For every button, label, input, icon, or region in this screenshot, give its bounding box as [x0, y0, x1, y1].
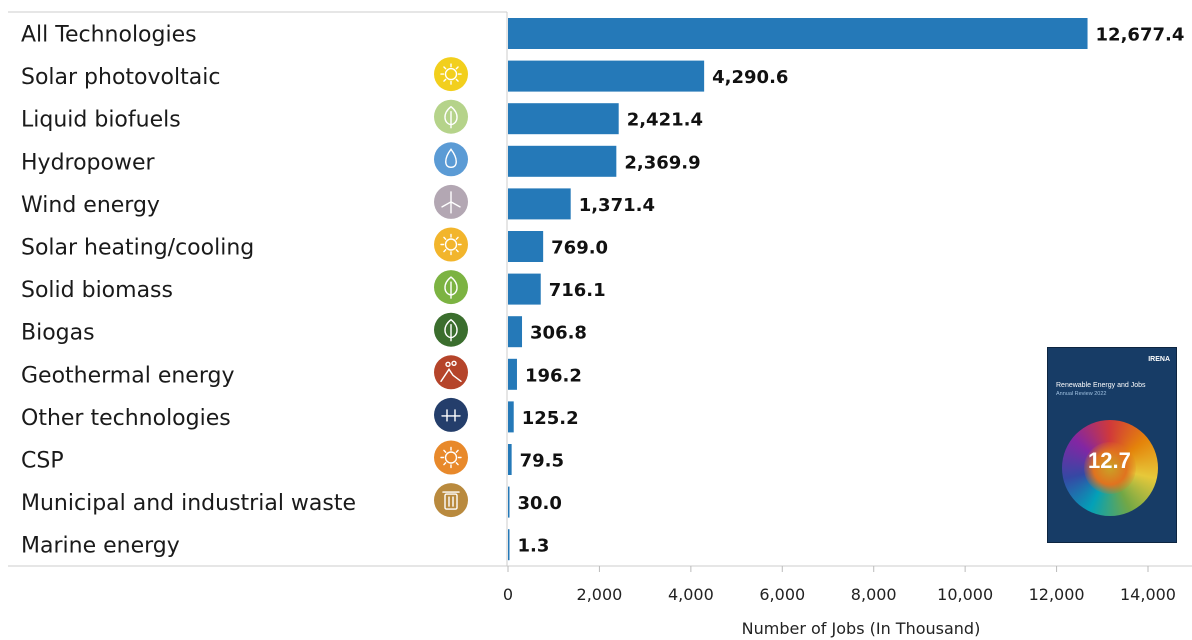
category-label: Hydropower — [21, 150, 156, 175]
bars — [508, 18, 1088, 561]
x-tick-label: 8,000 — [851, 585, 897, 604]
category-label: Solid biomass — [21, 278, 173, 303]
category-label: All Technologies — [21, 23, 197, 48]
sun-icon — [434, 227, 468, 262]
value-label: 2,421.4 — [627, 110, 703, 131]
bar — [508, 444, 512, 475]
leaf-icon — [434, 99, 468, 134]
value-label: 2,369.9 — [624, 152, 700, 173]
bar — [508, 486, 510, 518]
cover-headline: 12.7 — [1088, 448, 1131, 473]
x-tick-label: 4,000 — [668, 585, 714, 604]
category-label: Municipal and industrial waste — [21, 491, 356, 516]
value-label: 1,371.4 — [579, 195, 655, 216]
category-label: Solar heating/cooling — [21, 236, 254, 261]
value-label: 30.0 — [518, 493, 562, 514]
category-label: Marine energy — [21, 534, 180, 559]
x-tick-label: 10,000 — [937, 585, 993, 604]
category-icons — [434, 57, 468, 518]
category-label: Solar photovoltaic — [21, 65, 220, 90]
value-label: 769.0 — [551, 238, 608, 259]
other-tech-icon — [434, 397, 468, 432]
bar — [508, 103, 619, 135]
report-cover-image: IRENA Renewable Energy and Jobs Annual R… — [1047, 347, 1177, 543]
category-label: Other technologies — [21, 406, 231, 431]
sun-icon — [434, 57, 468, 92]
value-label: 79.5 — [520, 451, 564, 472]
bar — [508, 145, 617, 177]
category-labels: All Technologies Solar photovoltaic Liquid… — [21, 23, 356, 559]
bar — [508, 401, 514, 433]
category-label: Geothermal energy — [21, 363, 234, 388]
x-tick-label: 12,000 — [1029, 585, 1085, 604]
cover-title: Renewable Energy and Jobs — [1056, 382, 1146, 389]
value-label: 196.2 — [525, 365, 582, 386]
value-labels: 12,677.4 4,290.6 2,421.4 2,369.9 1,371.4 769.… — [518, 25, 1185, 557]
category-label: CSP — [21, 449, 64, 474]
value-label: 1.3 — [518, 536, 550, 557]
value-label: 4,290.6 — [712, 67, 788, 88]
bar — [508, 60, 705, 92]
x-axis-ticks: 0 2,000 4,000 6,000 8,000 10,000 12,000 14,000 — [503, 566, 1176, 604]
bar — [508, 529, 510, 561]
x-tick-label: 14,000 — [1120, 585, 1176, 604]
x-axis-title: Number of Jobs (In Thousand) — [742, 619, 981, 638]
waste-bin-icon — [434, 483, 468, 518]
bar — [508, 231, 544, 262]
leaf-icon — [434, 270, 468, 305]
bar — [508, 18, 1088, 49]
wind-turbine-icon — [434, 184, 468, 219]
value-label: 125.2 — [522, 408, 579, 429]
category-label: Wind energy — [21, 193, 160, 218]
leaf-icon — [434, 312, 468, 347]
cover-subtitle: Annual Review 2022 — [1056, 391, 1107, 397]
geothermal-icon — [434, 355, 468, 390]
value-label: 716.1 — [549, 280, 606, 301]
bar — [508, 358, 517, 390]
water-drop-icon — [434, 142, 468, 177]
x-tick-label: 6,000 — [759, 585, 805, 604]
bar — [508, 188, 571, 220]
x-tick-label: 2,000 — [577, 585, 623, 604]
bar — [508, 316, 523, 348]
category-label: Liquid biofuels — [21, 108, 181, 133]
bar — [508, 273, 541, 305]
sun-icon — [434, 440, 468, 475]
category-label: Biogas — [21, 321, 95, 346]
x-tick-label: 0 — [503, 585, 513, 604]
cover-center-graphic — [1084, 442, 1136, 494]
value-label: 306.8 — [530, 323, 587, 344]
value-label: 12,677.4 — [1096, 25, 1185, 46]
cover-logo: IRENA — [1148, 356, 1170, 363]
